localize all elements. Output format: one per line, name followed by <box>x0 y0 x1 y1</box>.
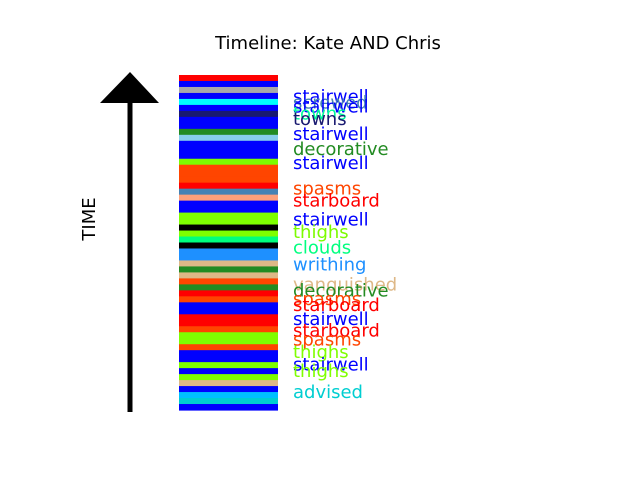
timeline-label: writhing <box>293 255 366 276</box>
timeline-stripe <box>179 278 278 285</box>
timeline-stripe <box>179 230 278 238</box>
timeline-label: thighs <box>293 361 349 382</box>
timeline-stripe <box>179 326 278 333</box>
timeline-stripe <box>179 302 278 309</box>
timeline-stripe <box>179 392 278 399</box>
timeline-stripe <box>179 194 278 202</box>
timeline-stripe <box>179 242 278 250</box>
timeline-stripe <box>179 212 278 220</box>
timeline-stripe <box>179 200 278 208</box>
timeline-stripe <box>179 206 278 214</box>
timeline-stripe <box>179 266 278 274</box>
timeline-stripe <box>179 92 278 100</box>
timeline-stripe <box>179 176 278 184</box>
timeline-stripe <box>179 374 278 381</box>
timeline-label: vanquished <box>293 275 397 296</box>
timeline-stripe <box>179 362 278 369</box>
timeline-stripe <box>179 75 278 82</box>
timeline-label: spasms <box>293 289 361 310</box>
timeline-stripe <box>179 158 278 166</box>
timeline-label: advised <box>293 382 363 403</box>
timeline-stripe <box>179 170 278 178</box>
timeline-stripe <box>179 152 278 160</box>
timeline-stripe <box>179 140 278 148</box>
timeline-stripe <box>179 146 278 154</box>
timeline-stripe <box>179 368 278 375</box>
time-arrow-head <box>100 72 159 103</box>
timeline-label: stairwell <box>293 97 369 118</box>
timeline-label: starboard <box>293 190 380 211</box>
timeline-bar <box>179 75 278 411</box>
timeline-stripe <box>179 338 278 345</box>
timeline-stripe <box>179 236 278 244</box>
timeline-label: stairwell <box>293 153 369 174</box>
timeline-stripe <box>179 356 278 363</box>
timeline-stripe <box>179 80 278 88</box>
timeline-stripe <box>179 134 278 142</box>
timeline-label: decorative <box>293 139 389 160</box>
timeline-label: spasms <box>293 179 361 200</box>
timeline-label: spasms <box>293 329 361 350</box>
timeline-stripe <box>179 308 278 315</box>
timeline-label: screwed <box>293 92 368 113</box>
timeline-label: stairwell <box>293 355 369 376</box>
timeline-stripe <box>179 188 278 196</box>
timeline-label: stairwell <box>293 309 369 330</box>
y-axis-label: TIME <box>79 197 100 241</box>
timeline-stripe <box>179 110 278 118</box>
timeline-stripe <box>179 164 278 172</box>
timeline-label: stairwell <box>293 86 369 107</box>
timeline-stripe <box>179 404 278 411</box>
timeline-stripe <box>179 290 278 297</box>
timeline-stripe <box>179 332 278 339</box>
timeline-label: thighs <box>293 222 349 243</box>
timeline-label: starboard <box>293 321 380 342</box>
chart-title: Timeline: Kate AND Chris <box>214 33 441 54</box>
timeline-stripe <box>179 116 278 124</box>
timeline-stripe <box>179 380 278 387</box>
timeline-stripe <box>179 272 278 279</box>
timeline-stripe <box>179 320 278 327</box>
timeline-stripe <box>179 296 278 303</box>
timeline-stripe <box>179 260 278 268</box>
timeline-label: stairwell <box>293 124 369 145</box>
timeline-stripe <box>179 218 278 226</box>
timeline-stripe <box>179 248 278 256</box>
timeline-stripe <box>179 98 278 106</box>
timeline-stripe <box>179 224 278 232</box>
timeline-label: towns <box>293 103 347 124</box>
timeline-label: stairwell <box>293 210 369 231</box>
timeline-label: towns <box>293 109 347 130</box>
timeline-stripe <box>179 122 278 130</box>
timeline-stripe <box>179 104 278 112</box>
timeline-stripe <box>179 254 278 262</box>
timeline-label: thighs <box>293 342 349 363</box>
timeline-label: clouds <box>293 238 351 259</box>
timeline-stripe <box>179 182 278 190</box>
timeline-stripe <box>179 86 278 94</box>
timeline-stripe <box>179 398 278 405</box>
timeline-stripe <box>179 128 278 136</box>
timeline-stripe <box>179 386 278 393</box>
timeline-labels: stairwellscrewedstairwelltownstownsstair… <box>293 86 397 403</box>
timeline-stripe <box>179 284 278 291</box>
timeline-stripe <box>179 314 278 321</box>
timeline-label: decorative <box>293 280 389 301</box>
timeline-stripe <box>179 350 278 357</box>
timeline-stripe <box>179 344 278 351</box>
timeline-label: starboard <box>293 295 380 316</box>
